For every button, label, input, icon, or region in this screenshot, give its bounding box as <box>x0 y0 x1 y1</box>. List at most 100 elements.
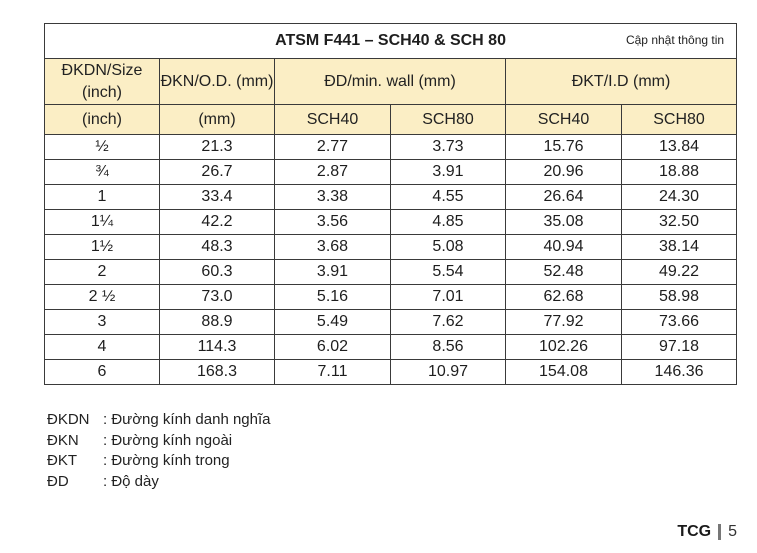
table-cell: 7.62 <box>390 309 506 335</box>
table-cell: 52.48 <box>505 259 622 285</box>
table-cell: 62.68 <box>505 284 622 310</box>
table-row: 2 60.3 3.91 5.54 52.48 49.22 <box>44 259 738 285</box>
table-cell: 102.26 <box>505 334 622 360</box>
table-cell: 21.3 <box>159 134 275 160</box>
header-inner-diameter: ĐKT/I.D (mm) <box>504 58 738 105</box>
table-cell: 3.73 <box>390 134 506 160</box>
table-cell: 154.08 <box>505 359 622 385</box>
subheader-cell: SCH80 <box>620 104 738 135</box>
table-title-cell: ATSM F441 – SCH40 & SCH 80 Cập nhật thôn… <box>43 23 738 59</box>
footnote-abbr: ĐKT <box>47 452 77 469</box>
table-cell: 1¼ <box>44 209 160 235</box>
table-cell: 7.11 <box>274 359 391 385</box>
table-row: 6 168.3 7.11 10.97 154.08 146.36 <box>44 359 738 385</box>
table-cell: 2 <box>44 259 160 285</box>
table-cell: 38.14 <box>620 234 738 260</box>
header-outer-diameter: ĐKN/O.D. (mm) <box>159 58 275 105</box>
table-cell: 73.0 <box>159 284 275 310</box>
table-cell: 4.55 <box>390 184 506 210</box>
table-cell: 3.56 <box>274 209 391 235</box>
table-cell: 26.7 <box>159 159 275 185</box>
table-cell: 73.66 <box>620 309 738 335</box>
table-cell: 97.18 <box>620 334 738 360</box>
footnote-item: ĐKN : Đường kính ngoài <box>47 431 271 452</box>
table-cell: 77.92 <box>505 309 622 335</box>
subheader-cell: SCH40 <box>274 104 391 135</box>
footnote-item: ĐD : Độ dày <box>47 472 271 493</box>
header-size: ĐKDN/Size (inch) <box>44 58 160 105</box>
table-cell: 5.16 <box>274 284 391 310</box>
table-cell: 10.97 <box>390 359 506 385</box>
table-cell: 24.30 <box>620 184 738 210</box>
table-title: ATSM F441 – SCH40 & SCH 80 <box>275 32 506 49</box>
footnote-text: : Đường kính trong <box>103 452 230 469</box>
table-cell: 1 <box>44 184 160 210</box>
table-cell: 88.9 <box>159 309 275 335</box>
table-cell: 3 <box>44 309 160 335</box>
footnote-text: : Độ dày <box>103 472 159 490</box>
table-cell: 8.56 <box>390 334 506 360</box>
table-cell: 49.22 <box>620 259 738 285</box>
table-cell: 168.3 <box>159 359 275 385</box>
page-number: 5 <box>728 523 737 540</box>
table-row: 4 114.3 6.02 8.56 102.26 97.18 <box>44 334 738 360</box>
table-cell: 3.91 <box>390 159 506 185</box>
table-row: ¾ 26.7 2.87 3.91 20.96 18.88 <box>44 159 738 185</box>
table-cell: 35.08 <box>505 209 622 235</box>
table-cell: 3.68 <box>274 234 391 260</box>
footnote-abbr: ĐKN <box>47 431 79 449</box>
subheader-cell: SCH40 <box>505 104 622 135</box>
table-cell: 2.87 <box>274 159 391 185</box>
subheader-cell: SCH80 <box>390 104 506 135</box>
table-cell: 5.49 <box>274 309 391 335</box>
table-cell: 7.01 <box>390 284 506 310</box>
table-cell: 6.02 <box>274 334 391 360</box>
table-cell: 42.2 <box>159 209 275 235</box>
table-cell: 40.94 <box>505 234 622 260</box>
subheader-cell: (mm) <box>159 104 275 135</box>
table-cell: ¾ <box>44 159 160 185</box>
table-cell: 146.36 <box>620 359 738 385</box>
table-cell: 5.54 <box>390 259 506 285</box>
brand-name: TCG <box>677 523 712 540</box>
table-cell: 3.91 <box>274 259 391 285</box>
table-cell: 26.64 <box>505 184 622 210</box>
table-row: 1¼ 42.2 3.56 4.85 35.08 32.50 <box>44 209 738 235</box>
table-cell: 4 <box>44 334 160 360</box>
footnote-item: ĐKT : Đường kính trong <box>47 451 271 472</box>
table-cell: 114.3 <box>159 334 275 360</box>
page-footer: TCG 5 <box>677 523 737 541</box>
update-info-link[interactable]: Cập nhật thông tin <box>625 33 725 47</box>
table-row: ½ 21.3 2.77 3.73 15.76 13.84 <box>44 134 738 160</box>
table-cell: 2 ½ <box>44 284 160 310</box>
table-cell: 6 <box>44 359 160 385</box>
table-cell: 32.50 <box>620 209 738 235</box>
table-cell: 13.84 <box>620 134 738 160</box>
header-wall-thickness: ĐD/min. wall (mm) <box>274 58 506 105</box>
table-cell: 5.08 <box>390 234 506 260</box>
table-row: 1½ 48.3 3.68 5.08 40.94 38.14 <box>44 234 738 260</box>
footnote-text: : Đường kính danh nghĩa <box>103 411 271 428</box>
table-cell: 15.76 <box>505 134 622 160</box>
pipe-spec-table: ATSM F441 – SCH40 & SCH 80 Cập nhật thôn… <box>43 23 738 385</box>
table-body: ½ 21.3 2.77 3.73 15.76 13.84 ¾ 26.7 2.87 3.91 20.9… <box>44 134 738 385</box>
table-cell: 48.3 <box>159 234 275 260</box>
footnote-item: ĐKDN : Đường kính danh nghĩa <box>47 410 271 431</box>
footnotes: ĐKDN : Đường kính danh nghĩa ĐKN : Đường… <box>47 410 271 492</box>
table-row: 1 33.4 3.38 4.55 26.64 24.30 <box>44 184 738 210</box>
table-cell: 60.3 <box>159 259 275 285</box>
footnote-text: : Đường kính ngoài <box>103 431 233 449</box>
table-cell: 20.96 <box>505 159 622 185</box>
table-cell: 1½ <box>44 234 160 260</box>
table-cell: 33.4 <box>159 184 275 210</box>
table-row: 3 88.9 5.49 7.62 77.92 73.66 <box>44 309 738 335</box>
table-cell: 18.88 <box>620 159 738 185</box>
footer-divider <box>718 524 722 540</box>
table-cell: 58.98 <box>620 284 738 310</box>
table-cell: 4.85 <box>390 209 506 235</box>
table-cell: ½ <box>44 134 160 160</box>
subheader-cell: (inch) <box>44 104 160 135</box>
table-cell: 2.77 <box>274 134 391 160</box>
table-row: 2 ½ 73.0 5.16 7.01 62.68 58.98 <box>44 284 738 310</box>
table-cell: 3.38 <box>274 184 391 210</box>
